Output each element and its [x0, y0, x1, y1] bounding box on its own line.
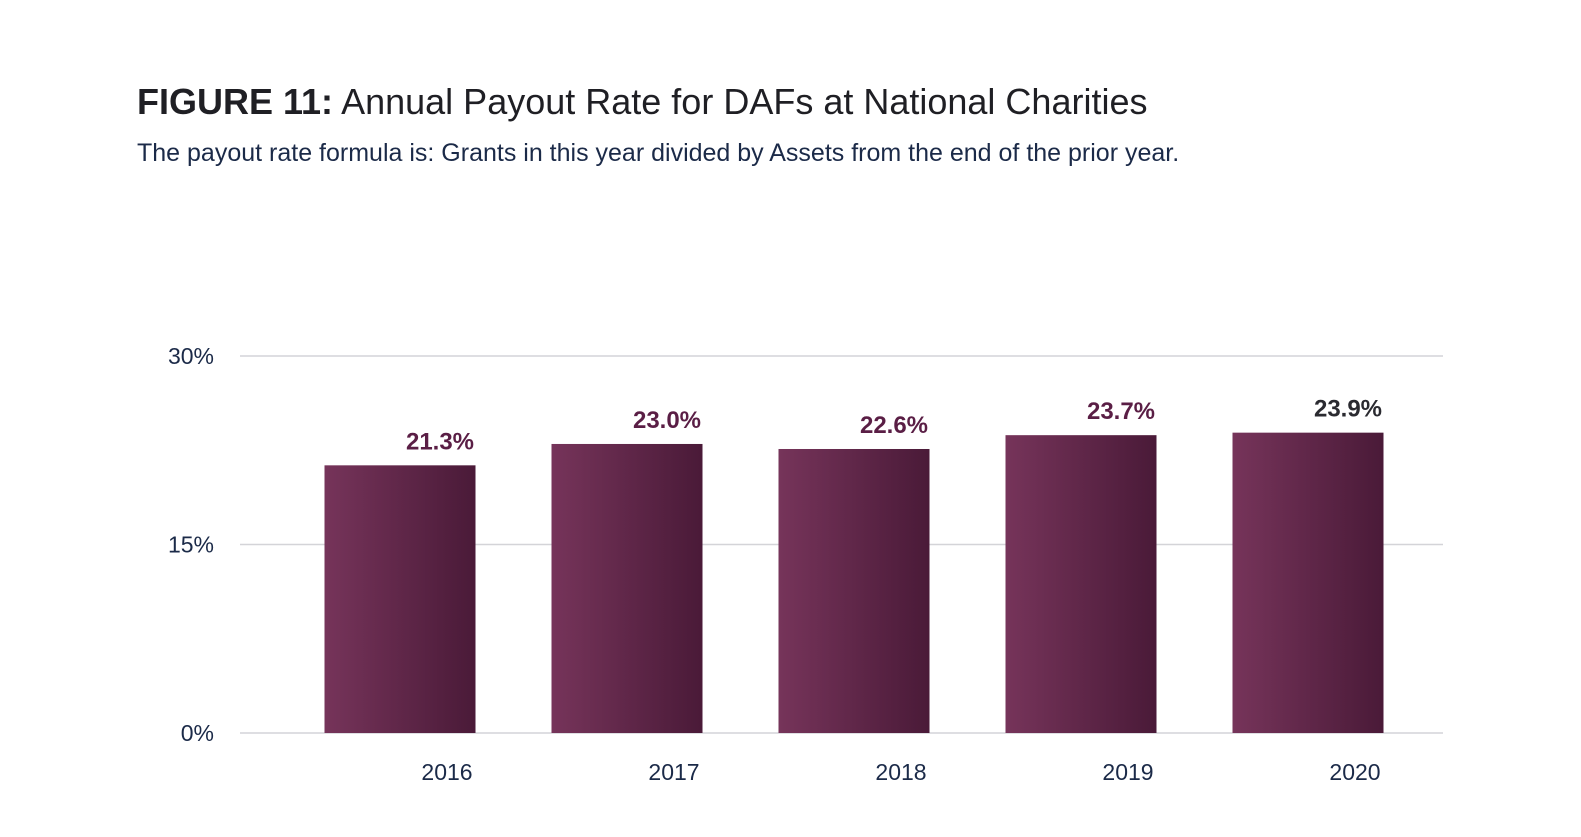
x-tick-label: 2019 — [1102, 759, 1153, 785]
x-tick-label: 2016 — [421, 759, 472, 785]
data-label-2020: 23.9% — [1314, 396, 1382, 423]
bar-2017 — [551, 443, 703, 733]
data-label-2016: 21.3% — [406, 428, 474, 455]
figure-title: FIGURE 11: Annual Payout Rate for DAFs a… — [137, 80, 1147, 124]
figure-label: FIGURE 11: — [137, 81, 334, 122]
x-axis-tick-labels: 2016 2017 2018 2019 2020 — [421, 759, 1380, 785]
figure-title-text: Annual Payout Rate for DAFs at National … — [341, 81, 1148, 122]
data-label-2019: 23.7% — [1087, 398, 1155, 425]
y-tick-label: 0% — [181, 720, 214, 746]
figure-subtitle: The payout rate formula is: Grants in th… — [137, 139, 1180, 167]
bar-2016 — [324, 465, 476, 733]
bar-2018 — [778, 448, 930, 733]
bar-2019 — [1005, 435, 1157, 733]
bars — [324, 432, 1384, 733]
x-tick-label: 2017 — [648, 759, 699, 785]
y-tick-label: 30% — [168, 343, 214, 369]
x-tick-label: 2018 — [875, 759, 926, 785]
x-tick-label: 2020 — [1329, 759, 1380, 785]
bar-2020 — [1232, 432, 1384, 733]
y-axis-tick-labels: 0% 15% 30% — [168, 343, 214, 746]
data-label-2017: 23.0% — [633, 407, 701, 434]
data-labels: 21.3% 23.0% 22.6% 23.7% 23.9% — [406, 396, 1382, 456]
data-label-2018: 22.6% — [860, 412, 928, 439]
y-tick-label: 15% — [168, 532, 214, 558]
